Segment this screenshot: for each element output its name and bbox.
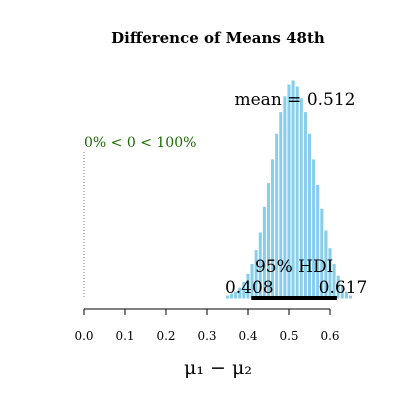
x-tick-label: 0.3 (197, 329, 216, 343)
mean-label: mean = 0.512 (235, 90, 356, 110)
hdi-label: 95% HDI (255, 257, 333, 277)
x-axis-label: μ₁ − μ₂ (184, 357, 252, 379)
x-tick-label: 0.4 (238, 329, 257, 343)
x-tick-label: 0.1 (115, 329, 134, 343)
x-tick-label: 0.0 (74, 329, 93, 343)
x-tick-label: 0.2 (156, 329, 175, 343)
histogram-bar (311, 158, 317, 300)
histogram-bar (347, 294, 354, 300)
x-tick-label: 0.6 (320, 329, 339, 343)
chart-title: Difference of Means 48th (111, 29, 325, 47)
x-tick-label: 0.5 (279, 329, 298, 343)
x-axis-ticks: 0.0 0.1 0.2 0.3 0.4 0.5 0.6 (74, 309, 340, 343)
hdi-low-label: 0.408 (225, 278, 274, 298)
x-axis: 0.0 0.1 0.2 0.3 0.4 0.5 0.6 (74, 308, 340, 343)
hdi-high-label: 0.617 (319, 278, 368, 298)
histogram-bars (224, 79, 354, 300)
comparison-percent-label: 0% < 0 < 100% (84, 135, 196, 151)
